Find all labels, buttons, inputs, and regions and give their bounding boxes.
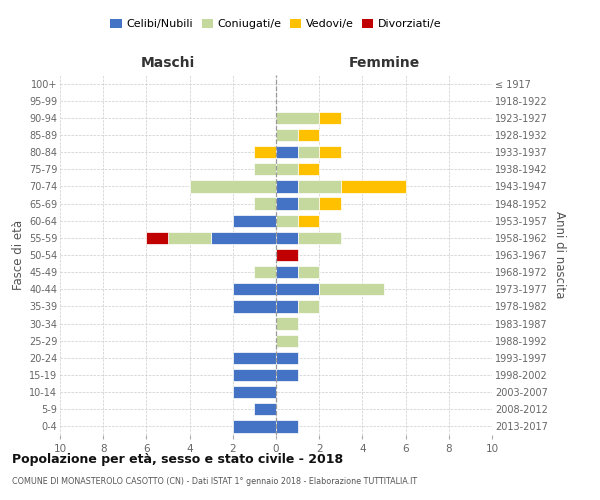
Bar: [276, 129, 298, 141]
Bar: [233, 420, 276, 432]
Bar: [254, 198, 276, 209]
Bar: [276, 369, 298, 381]
Y-axis label: Fasce di età: Fasce di età: [11, 220, 25, 290]
Bar: [146, 232, 168, 244]
Bar: [233, 369, 276, 381]
Bar: [298, 300, 319, 312]
Bar: [233, 352, 276, 364]
Bar: [276, 420, 298, 432]
Bar: [319, 198, 341, 209]
Bar: [211, 232, 276, 244]
Text: Maschi: Maschi: [141, 56, 195, 70]
Bar: [276, 283, 319, 296]
Text: COMUNE DI MONASTEROLO CASOTTO (CN) - Dati ISTAT 1° gennaio 2018 - Elaborazione T: COMUNE DI MONASTEROLO CASOTTO (CN) - Dat…: [12, 478, 417, 486]
Bar: [319, 283, 384, 296]
Bar: [298, 232, 341, 244]
Bar: [233, 386, 276, 398]
Bar: [341, 180, 406, 192]
Bar: [276, 266, 298, 278]
Legend: Celibi/Nubili, Coniugati/e, Vedovi/e, Divorziati/e: Celibi/Nubili, Coniugati/e, Vedovi/e, Di…: [106, 14, 446, 34]
Bar: [298, 146, 319, 158]
Bar: [276, 300, 298, 312]
Text: Femmine: Femmine: [349, 56, 419, 70]
Bar: [168, 232, 211, 244]
Bar: [298, 214, 319, 227]
Bar: [233, 214, 276, 227]
Bar: [254, 403, 276, 415]
Bar: [319, 112, 341, 124]
Bar: [233, 283, 276, 296]
Bar: [254, 266, 276, 278]
Bar: [276, 318, 298, 330]
Bar: [233, 300, 276, 312]
Bar: [298, 198, 319, 209]
Y-axis label: Anni di nascita: Anni di nascita: [553, 212, 566, 298]
Bar: [276, 180, 298, 192]
Bar: [276, 163, 298, 175]
Bar: [276, 198, 298, 209]
Bar: [254, 146, 276, 158]
Bar: [276, 112, 319, 124]
Bar: [298, 266, 319, 278]
Bar: [276, 334, 298, 347]
Bar: [276, 352, 298, 364]
Bar: [190, 180, 276, 192]
Text: Popolazione per età, sesso e stato civile - 2018: Popolazione per età, sesso e stato civil…: [12, 452, 343, 466]
Bar: [254, 163, 276, 175]
Bar: [276, 249, 298, 261]
Bar: [276, 146, 298, 158]
Bar: [276, 214, 298, 227]
Bar: [298, 180, 341, 192]
Bar: [319, 146, 341, 158]
Bar: [298, 163, 319, 175]
Bar: [276, 232, 298, 244]
Bar: [298, 129, 319, 141]
